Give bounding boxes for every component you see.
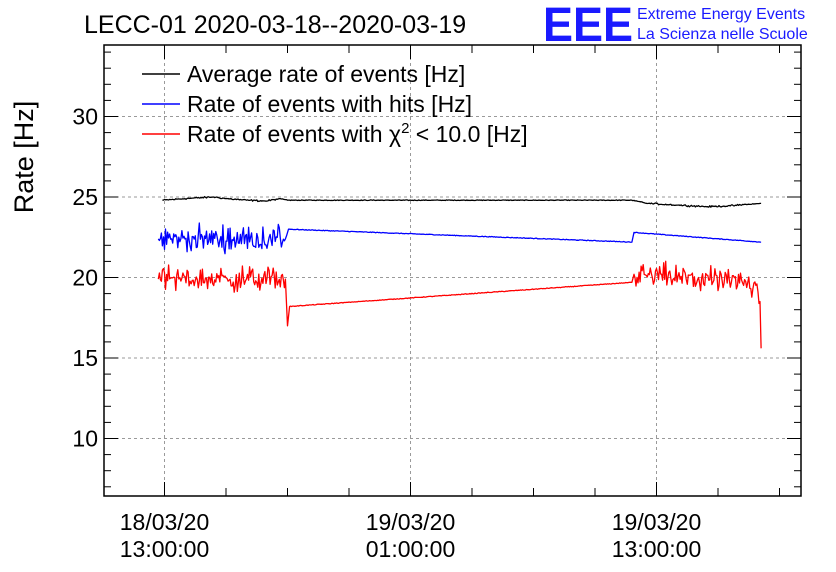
legend-label: Rate of events with χ2 < 10.0 [Hz] [187,120,528,147]
logo-line-2: La Scienza nelle Scuole [637,26,808,43]
plot-frame [103,44,802,497]
x-tick-date: 19/03/20 [612,509,702,535]
series-layer [157,195,762,349]
y-tick-label: 15 [72,345,98,371]
series-line-0 [162,195,762,208]
legend-label: Average rate of events [Hz] [187,61,465,87]
y-tick-label: 10 [72,426,98,452]
y-tick-labels: 10 15 20 25 30 [72,104,98,452]
x-tick-time: 01:00:00 [366,536,456,562]
axis-ticks [104,45,801,496]
y-axis-label: Rate [Hz] [9,101,39,214]
legend: Average rate of events [Hz] Rate of event… [142,61,528,147]
series-line-2 [157,260,762,349]
x-tick-date: 19/03/20 [366,509,456,535]
chart-title: LECC-01 2020-03-18--2020-03-19 [84,11,466,39]
x-tick-labels: 18/03/2013:00:0019/03/2001:00:0019/03/20… [120,509,702,562]
legend-label: Rate of events with hits [Hz] [187,91,472,117]
y-tick-label: 25 [72,184,98,210]
logo-line-1: Extreme Energy Events [637,6,805,23]
x-tick-date: 18/03/20 [120,509,210,535]
y-tick-label: 20 [72,265,98,291]
x-tick-time: 13:00:00 [120,536,210,562]
y-tick-label: 30 [72,104,98,130]
series-line-1 [157,222,762,255]
x-tick-time: 13:00:00 [612,536,702,562]
eee-logo-mark: EEE [543,0,633,52]
eee-logo: EEE Extreme Energy Events La Scienza nel… [543,0,808,52]
